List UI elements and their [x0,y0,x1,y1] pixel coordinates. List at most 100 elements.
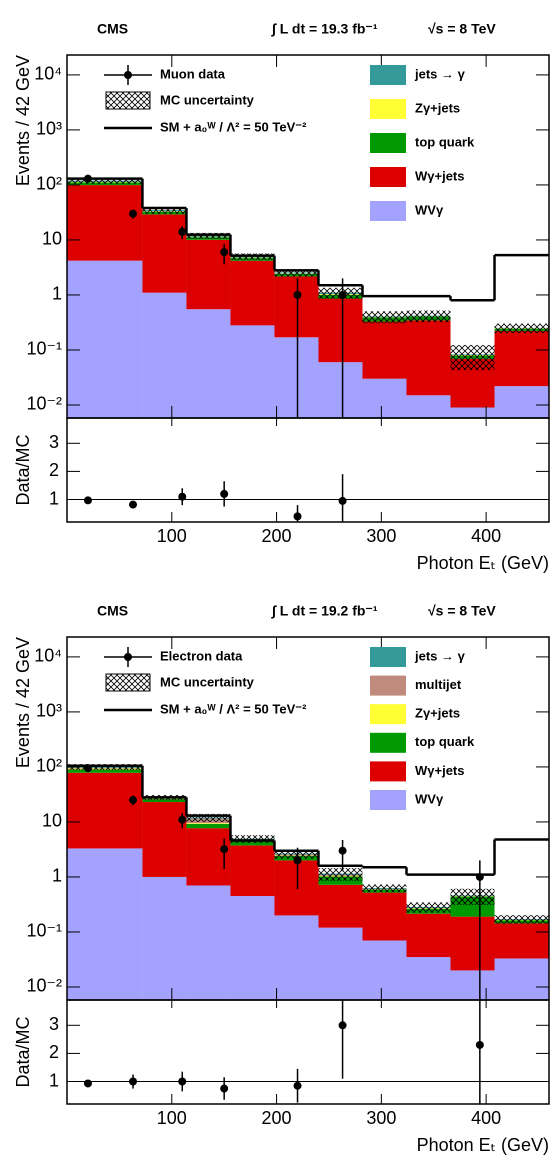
energy-label: √s = 8 TeV [428,603,496,619]
stack-bar [318,884,363,928]
y-axis-label: Events / 42 GeV [13,55,33,186]
legend-swatch [370,99,406,119]
stack-bar [406,320,451,396]
stack-bar [274,337,319,418]
x-tick-label: 100 [157,1108,187,1128]
x-axis-label: Photon Eₜ (GeV) [417,1135,549,1155]
stack-bar [67,185,143,261]
y-tick-label: 1 [52,866,62,886]
stack-bar [142,802,187,877]
energy-label: √s = 8 TeV [428,21,496,37]
stack-bar [67,260,143,418]
uncertainty-band [142,206,187,214]
y-tick-label: 10⁴ [34,646,62,666]
stack-bar [494,958,549,1000]
legend-swatch [370,65,406,85]
y-tick-label: 10² [36,756,62,776]
ratio-tick-label: 2 [49,1042,59,1062]
y-tick-label: 10⁻² [26,394,62,414]
ratio-point [129,500,138,509]
uncertainty-band [450,345,495,371]
x-axis-label: Photon Eₜ (GeV) [417,553,549,573]
ratio-plot [67,474,549,522]
data-point [220,845,229,854]
stack-bar [186,823,231,829]
stack-bar [142,876,187,1000]
stack-bar [362,378,407,418]
uncertainty-band [450,888,495,905]
lumi-label: ∫ L dt = 19.2 fb⁻¹ [271,603,378,620]
stack-bar [186,828,231,886]
legend-label: multijet [415,677,462,692]
uncertainty-band [186,813,231,822]
stack-bar [318,362,363,418]
legend-label: Muon data [160,66,226,81]
legend-label: MC uncertainty [160,92,255,107]
data-point [220,248,229,257]
stack-bar [274,860,319,916]
stack-bar [274,915,319,1000]
data-point [129,796,138,805]
legend-swatch [370,201,406,221]
legend-label: top quark [415,734,475,749]
ratio-point [338,496,347,505]
legend-swatch [370,167,406,187]
x-tick-label: 400 [471,1108,501,1128]
stack-bar [318,298,363,363]
stack-bar [186,823,231,824]
stack-bar [230,896,275,1000]
ratio-point [293,1081,302,1090]
ratio-tick-label: 1 [49,1070,59,1090]
stack-bar [274,276,319,338]
x-tick-label: 200 [262,526,292,546]
legend-swatch [370,761,406,782]
ratio-plot [67,1000,549,1104]
main-plot [67,764,549,1000]
stack-bar [494,923,549,959]
ratio-point [178,492,187,501]
uncertainty-band [186,232,231,239]
ratio-point [129,1077,138,1086]
x-tick-label: 300 [366,1108,396,1128]
data-point [338,290,347,299]
stack-bar [142,292,187,418]
data-point [178,815,187,824]
ratio-point [83,496,92,505]
legend-swatch [370,704,406,725]
uncertainty-band [362,884,407,893]
uncertainty-band [406,310,451,323]
legend-label: MC uncertainty [160,674,255,689]
legend-label: Wγ+jets [415,168,465,183]
ratio-axis-label: Data/MC [13,1016,33,1087]
data-point [83,764,92,773]
ratio-point [293,512,302,521]
y-tick-label: 10² [36,174,62,194]
uncertainty-band [274,269,319,277]
legend-hatch [105,91,151,110]
stack-bar [186,309,231,418]
legend-label: Wγ+jets [415,763,465,778]
ratio-tick-label: 3 [49,1014,59,1034]
legend-label: WVγ [415,202,444,217]
uncertainty-band [230,835,275,843]
stack-bar [230,845,275,897]
legend-label: Electron data [160,648,243,663]
data-point [475,872,484,881]
ratio-tick-label: 3 [49,432,59,452]
legend-data-marker [124,71,132,79]
stack-bar [450,970,495,1000]
experiment-label: CMS [97,21,128,37]
y-tick-label: 10⁻² [26,976,62,996]
ratio-frame [66,417,550,523]
stack-bar [362,321,407,379]
main-plot [67,174,549,418]
ratio-point [475,1040,484,1049]
uncertainty-band [67,177,143,184]
stack-bar [362,892,407,941]
uncertainty-band [494,915,549,924]
data-point [293,290,302,299]
stack-bar [67,848,143,1000]
stack-bar [67,182,143,186]
ratio-point [338,1021,347,1030]
